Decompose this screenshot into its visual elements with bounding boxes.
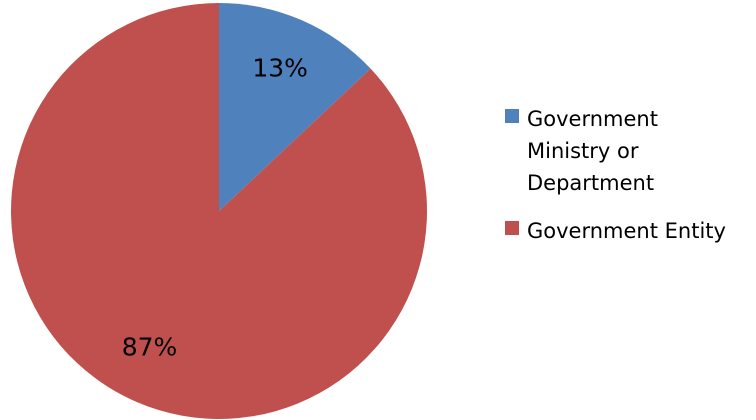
pie-slice-label-0: 13% <box>252 54 308 83</box>
pie-slice-label-1: 87% <box>122 332 178 361</box>
pie-slice-0 <box>219 3 371 211</box>
legend-item-government-entity: Government Entity <box>505 215 755 247</box>
legend: Government Ministry or Department Govern… <box>505 103 755 263</box>
pie-slice-1 <box>10 3 428 420</box>
legend-label-government-entity: Government Entity <box>527 219 726 243</box>
legend-swatch-government-entity <box>505 221 519 235</box>
legend-label-government-ministry: Government Ministry or Department <box>527 107 658 195</box>
legend-swatch-government-ministry <box>505 109 519 123</box>
legend-item-government-ministry: Government Ministry or Department <box>505 103 755 199</box>
